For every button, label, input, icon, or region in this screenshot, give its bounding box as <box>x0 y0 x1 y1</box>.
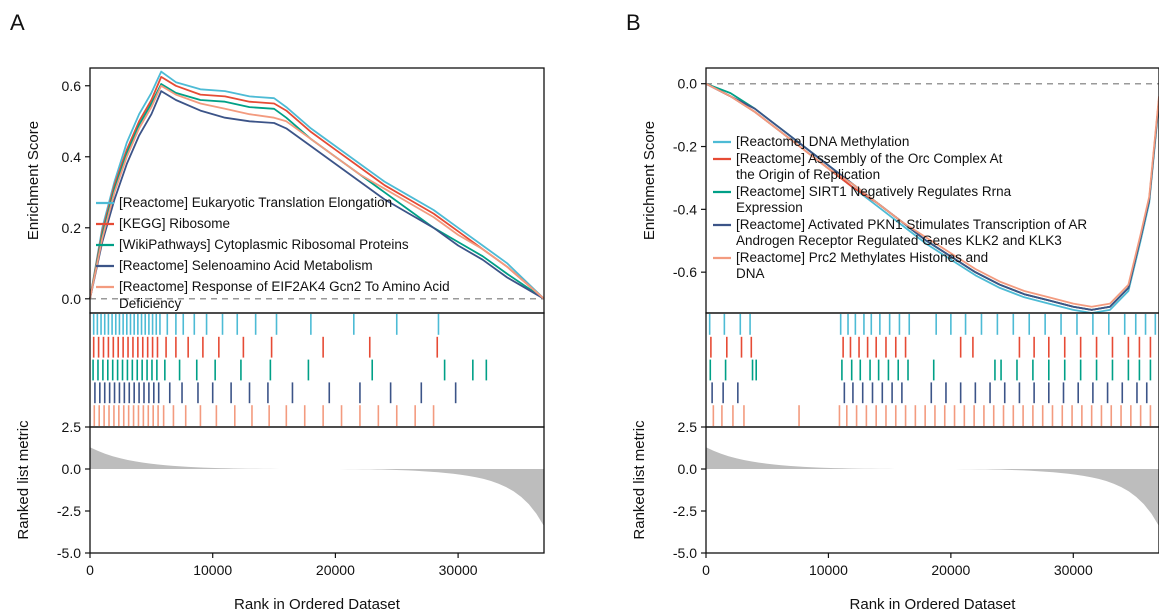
x-tick-label: 10000 <box>809 562 848 578</box>
hit-row-1 <box>708 314 1157 335</box>
metric-tick-label: 2.5 <box>678 419 698 435</box>
legend-entry: [Reactome] DNA Methylation <box>736 134 909 149</box>
panel-B: B 0.0 -0.2 -0.4 -0.6 2.5 0.0 -2.5 -5.0 0 10000 2000… <box>626 10 1159 613</box>
metric-axis-label: Ranked list metric <box>15 420 32 540</box>
hit-row-4 <box>94 382 457 404</box>
metric-frame <box>705 426 1159 554</box>
hit-row-3 <box>709 359 1152 381</box>
es-tick-label: -0.6 <box>673 264 697 280</box>
legend-entry: [Reactome] SIRT1 Negatively Regulates Rr… <box>736 184 1012 215</box>
x-tick-label: 20000 <box>316 562 355 578</box>
metric-tick-label: 0.0 <box>678 461 698 477</box>
panel-letter-A: A <box>10 10 25 35</box>
panel-A: A 0.0 0.2 0.4 0.6 2.5 0.0 -2.5 -5.0 0 10000 20000 30… <box>10 10 545 613</box>
es-axis-label: Enrichment Score <box>641 121 658 240</box>
es-tick-label: 0.2 <box>62 220 82 236</box>
es-curve-5 <box>89 84 545 300</box>
es-curve-4 <box>89 90 545 300</box>
hit-row-3 <box>92 359 488 381</box>
legend-entry: [Reactome] Eukaryotic Translation Elonga… <box>119 195 392 210</box>
metric-frame <box>89 426 545 554</box>
metric-tick-label: -5.0 <box>57 545 81 561</box>
es-tick-label: -0.4 <box>673 201 697 217</box>
x-axis-label: Rank in Ordered Dataset <box>850 596 1017 613</box>
metric-tick-label: -5.0 <box>673 545 697 561</box>
metric-tick-label: -2.5 <box>57 503 81 519</box>
metric-tick-label: -2.5 <box>673 503 697 519</box>
hit-row-5 <box>712 405 1152 426</box>
es-axis-label: Enrichment Score <box>25 121 42 240</box>
es-tick-label: -0.2 <box>673 139 697 155</box>
es-tick-label: 0.6 <box>62 78 82 94</box>
legend-entry: [Reactome] Assembly of the Orc Complex A… <box>736 151 1003 182</box>
es-curve-4 <box>705 82 1159 311</box>
es-frame <box>89 67 545 314</box>
legend-entry: [WikiPathways] Cytoplasmic Ribosomal Pro… <box>119 237 409 252</box>
x-tick-label: 30000 <box>439 562 478 578</box>
legend: [Reactome] DNA Methylation [Reactome] Ass… <box>713 134 1087 281</box>
x-tick-label: 10000 <box>193 562 232 578</box>
legend-entry: [Reactome] Response of EIF2AK4 Gcn2 To A… <box>119 279 450 311</box>
metric-tick-label: 2.5 <box>62 419 82 435</box>
x-axis-label: Rank in Ordered Dataset <box>234 596 401 613</box>
es-curve-2 <box>89 76 545 300</box>
legend: [Reactome] Eukaryotic Translation Elonga… <box>96 195 450 311</box>
metric-axis-label: Ranked list metric <box>631 420 648 540</box>
hit-row-4 <box>711 382 1148 404</box>
es-tick-label: 0.4 <box>62 149 82 165</box>
es-tick-label: 0.0 <box>62 291 82 307</box>
panel-letter-B: B <box>626 10 641 35</box>
legend-entry: [Reactome] Prc2 Methylates Histones and D… <box>736 250 988 281</box>
legend-entry: [Reactome] Activated PKN1 Stimulates Tra… <box>736 217 1087 248</box>
hit-row-5 <box>93 405 435 426</box>
x-tick-label: 0 <box>86 562 94 578</box>
es-curve-3 <box>89 83 545 300</box>
hit-row-2 <box>92 336 439 358</box>
x-tick-label: 0 <box>702 562 710 578</box>
es-tick-label: 0.0 <box>678 76 698 92</box>
hit-row-1 <box>92 314 440 335</box>
ranked-metric-area <box>706 447 1159 527</box>
ranked-metric-area <box>90 447 544 527</box>
x-tick-label: 20000 <box>931 562 970 578</box>
x-tick-label: 30000 <box>1054 562 1093 578</box>
legend-entry: [KEGG] Ribosome <box>119 216 230 231</box>
legend-entry: [Reactome] Selenoamino Acid Metabolism <box>119 258 373 273</box>
es-curve-5 <box>705 82 1159 308</box>
es-curve-1 <box>89 70 545 300</box>
metric-tick-label: 0.0 <box>62 461 82 477</box>
hit-row-2 <box>710 336 1152 358</box>
